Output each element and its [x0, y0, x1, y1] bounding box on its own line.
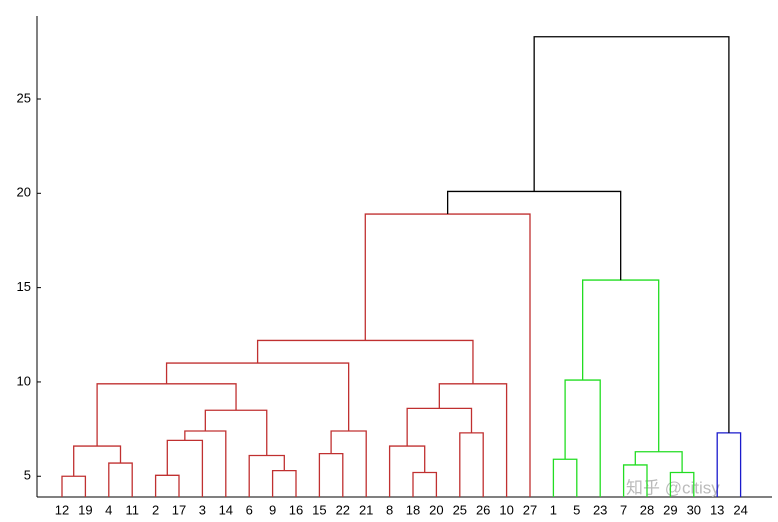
link: [412, 471, 438, 497]
link: [271, 469, 297, 497]
watermark: 知乎 @citisy: [626, 478, 720, 497]
link: [256, 339, 474, 384]
link: [204, 409, 268, 456]
link: [318, 452, 344, 497]
link: [533, 36, 730, 433]
y-tick-label: 10: [17, 373, 31, 388]
leaf-label: 3: [199, 502, 206, 517]
leaf-label: 2: [152, 502, 159, 517]
link: [154, 474, 180, 497]
leaf-label: 6: [246, 502, 253, 517]
link: [388, 445, 426, 497]
leaf-label: 11: [125, 502, 139, 517]
leaf-label: 21: [359, 502, 373, 517]
link: [446, 190, 622, 281]
link: [165, 362, 350, 431]
leaf-label: 26: [476, 502, 490, 517]
leaf-label: 25: [453, 502, 467, 517]
leaf-label: 20: [429, 502, 443, 517]
leaf-label: 18: [406, 502, 420, 517]
link: [364, 213, 531, 497]
link: [406, 407, 473, 447]
leaf-label: 12: [55, 502, 69, 517]
leaf-label: 16: [289, 502, 303, 517]
leaf-label: 30: [687, 502, 701, 517]
y-tick-label: 15: [17, 279, 31, 294]
link: [716, 432, 742, 497]
leaf-label: 7: [620, 502, 627, 517]
leaf-label: 19: [78, 502, 92, 517]
link: [73, 445, 122, 477]
leaf-label: 17: [172, 502, 186, 517]
link: [248, 454, 285, 497]
link: [564, 379, 601, 497]
y-tick-label: 5: [24, 468, 31, 483]
leaf-label: 28: [640, 502, 654, 517]
leaf-label: 24: [733, 502, 747, 517]
link: [634, 451, 683, 473]
y-tick-label: 25: [17, 90, 31, 105]
leaf-label: 27: [523, 502, 537, 517]
link: [552, 458, 578, 497]
leaf-label: 8: [386, 502, 393, 517]
link: [438, 383, 508, 497]
link: [108, 462, 133, 497]
leaf-label: 13: [710, 502, 724, 517]
leaf-label: 22: [336, 502, 350, 517]
leaf-label: 29: [663, 502, 677, 517]
leaf-label: 9: [269, 502, 276, 517]
link: [166, 439, 204, 497]
link: [330, 430, 367, 497]
link: [459, 432, 484, 497]
link: [61, 475, 87, 497]
y-tick-label: 20: [17, 185, 31, 200]
leaf-label: 5: [573, 502, 580, 517]
leaf-label: 14: [219, 502, 233, 517]
leaf-label: 4: [105, 502, 112, 517]
link: [582, 279, 660, 452]
link: [96, 383, 237, 447]
leaf-label: 23: [593, 502, 607, 517]
leaf-label: 10: [499, 502, 513, 517]
leaf-label: 1: [550, 502, 557, 517]
leaf-label: 15: [312, 502, 326, 517]
